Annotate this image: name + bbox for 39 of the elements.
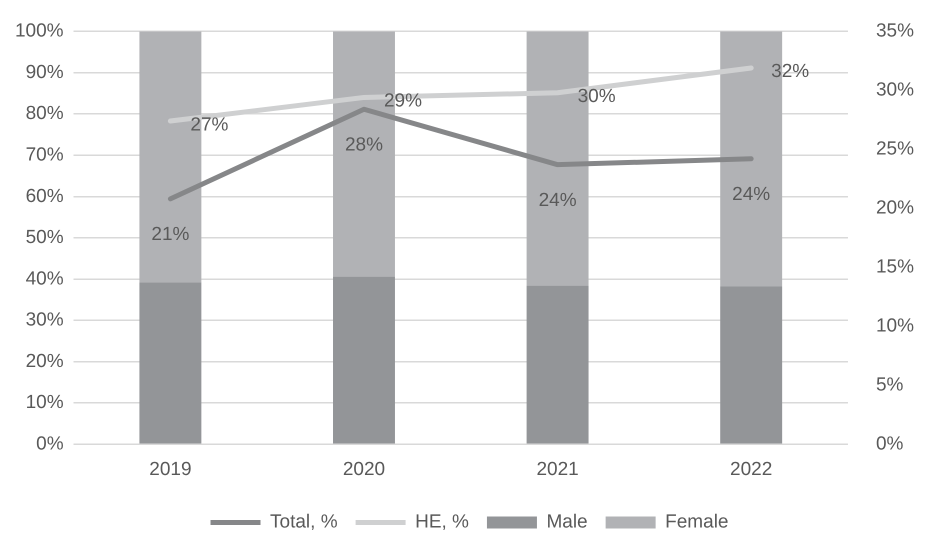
data-label: 32% bbox=[771, 61, 810, 82]
x-tick-label: 2019 bbox=[149, 458, 192, 480]
y2-tick-label: 0% bbox=[876, 433, 904, 454]
data-label: 27% bbox=[190, 114, 229, 136]
x-tick-label: 2021 bbox=[536, 458, 579, 480]
y-tick-label: 70% bbox=[26, 144, 64, 166]
y-tick-label: 60% bbox=[26, 186, 64, 207]
data-label: 24% bbox=[538, 190, 577, 211]
bar bbox=[526, 286, 589, 444]
legend-label: Male bbox=[546, 512, 588, 533]
data-label: 24% bbox=[732, 184, 770, 206]
y2-tick-label: 35% bbox=[876, 20, 914, 42]
legend-label: HE, % bbox=[415, 512, 470, 533]
y2-tick-label: 10% bbox=[876, 315, 914, 336]
data-label: 30% bbox=[578, 86, 616, 107]
y-tick-label: 40% bbox=[26, 268, 64, 290]
y-tick-label: 30% bbox=[26, 310, 64, 331]
y2-tick-label: 20% bbox=[876, 198, 914, 219]
y2-tick-label: 15% bbox=[876, 256, 914, 278]
legend-label: Female bbox=[665, 512, 728, 533]
legend-label: Total, % bbox=[270, 512, 338, 533]
y-tick-label: 20% bbox=[26, 350, 64, 372]
y-tick-label: 50% bbox=[26, 227, 64, 248]
y-tick-label: 10% bbox=[26, 392, 64, 414]
y2-tick-label: 30% bbox=[876, 80, 914, 101]
data-label: 28% bbox=[344, 134, 384, 156]
y-tick-label: 80% bbox=[26, 103, 64, 124]
y2-tick-label: 5% bbox=[876, 374, 904, 396]
bar bbox=[720, 286, 782, 444]
x-tick-label: 2020 bbox=[342, 458, 386, 480]
data-label: 29% bbox=[384, 90, 422, 112]
bar bbox=[139, 282, 202, 444]
x-tick-label: 2022 bbox=[730, 458, 772, 480]
y2-tick-label: 25% bbox=[876, 138, 914, 160]
y-tick-label: 0% bbox=[36, 433, 64, 454]
bar bbox=[333, 276, 395, 444]
y-tick-label: 90% bbox=[26, 62, 64, 83]
y-tick-label: 100% bbox=[14, 20, 64, 42]
data-label: 21% bbox=[151, 224, 190, 246]
